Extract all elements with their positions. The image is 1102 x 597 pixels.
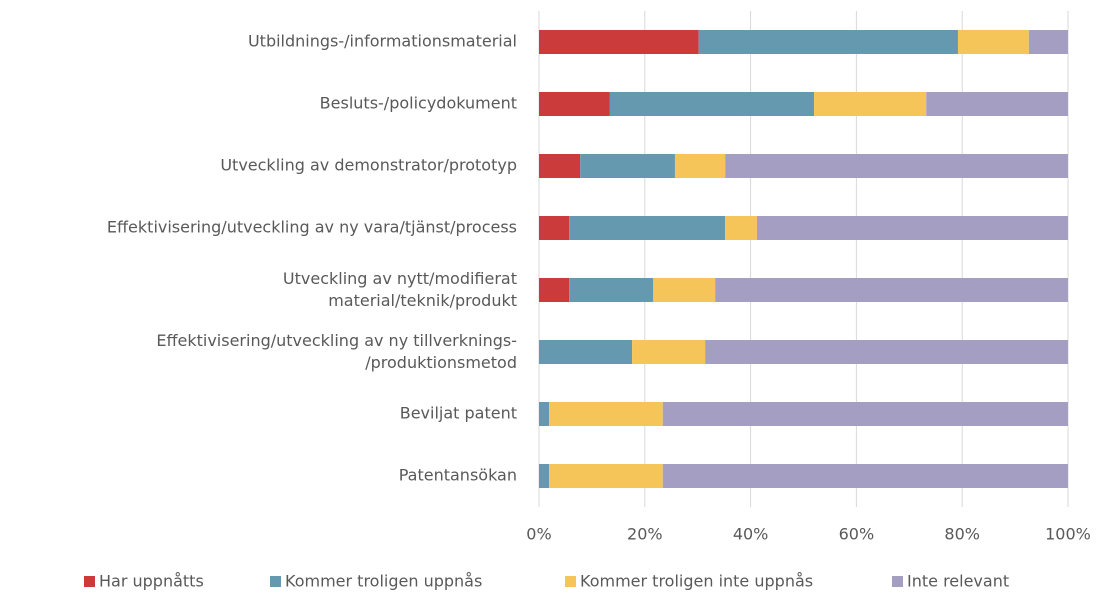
bar-segment: [662, 464, 1068, 488]
x-tick-label: 0%: [526, 525, 551, 544]
bar-segment: [957, 30, 1029, 54]
y-tick-label: Patentansökan: [399, 466, 517, 485]
legend-label: Har uppnåtts: [99, 572, 204, 591]
y-tick-label: Utveckling av demonstrator/prototyp: [220, 156, 517, 175]
x-tick-label: 60%: [839, 525, 875, 544]
x-tick-label: 40%: [733, 525, 769, 544]
bar-segment: [580, 154, 675, 178]
bar-segment: [569, 278, 654, 302]
y-tick-label: Utveckling av nytt/modifierat material/te…: [283, 269, 517, 310]
bar-segment: [539, 216, 570, 240]
bar-segment: [662, 402, 1068, 426]
y-tick-label: Effektivisering/utveckling av ny tillver…: [156, 331, 517, 372]
bar-segment: [926, 92, 1068, 116]
bar-segment: [549, 464, 663, 488]
bar-segment: [569, 216, 726, 240]
bar-segment: [539, 402, 550, 426]
x-tick-label: 80%: [944, 525, 980, 544]
y-tick-label: Besluts-/policydokument: [320, 94, 517, 113]
bar-segment: [814, 92, 927, 116]
bar-segment: [539, 154, 581, 178]
legend-swatch: [84, 576, 95, 587]
bar-segment: [725, 154, 1068, 178]
bar-segment: [539, 30, 699, 54]
bar-segment: [609, 92, 815, 116]
bar-segment: [539, 278, 570, 302]
bar-segment: [1028, 30, 1068, 54]
bar-segment: [725, 216, 757, 240]
bar-segment: [632, 340, 706, 364]
bar-segment: [653, 278, 716, 302]
bar-segment: [539, 92, 610, 116]
bar-segment: [715, 278, 1068, 302]
bar-segment: [674, 154, 726, 178]
bar-segment: [705, 340, 1068, 364]
bar-segment: [756, 216, 1068, 240]
legend-swatch: [270, 576, 281, 587]
x-tick-label: 20%: [627, 525, 663, 544]
legend-label: Kommer troligen uppnås: [285, 572, 482, 591]
bar-segment: [549, 402, 663, 426]
bar-segment: [698, 30, 958, 54]
y-tick-label: Utbildnings-/informationsmaterial: [248, 32, 517, 51]
y-tick-label: Beviljat patent: [400, 404, 517, 423]
y-tick-label: Effektivisering/utveckling av ny vara/tj…: [107, 218, 517, 237]
legend-swatch: [892, 576, 903, 587]
bar-segment: [539, 464, 550, 488]
legend-label: Inte relevant: [907, 572, 1009, 591]
x-tick-label: 100%: [1045, 525, 1091, 544]
legend-swatch: [565, 576, 576, 587]
legend-label: Kommer troligen inte uppnås: [580, 572, 813, 591]
bar-segment: [539, 340, 633, 364]
